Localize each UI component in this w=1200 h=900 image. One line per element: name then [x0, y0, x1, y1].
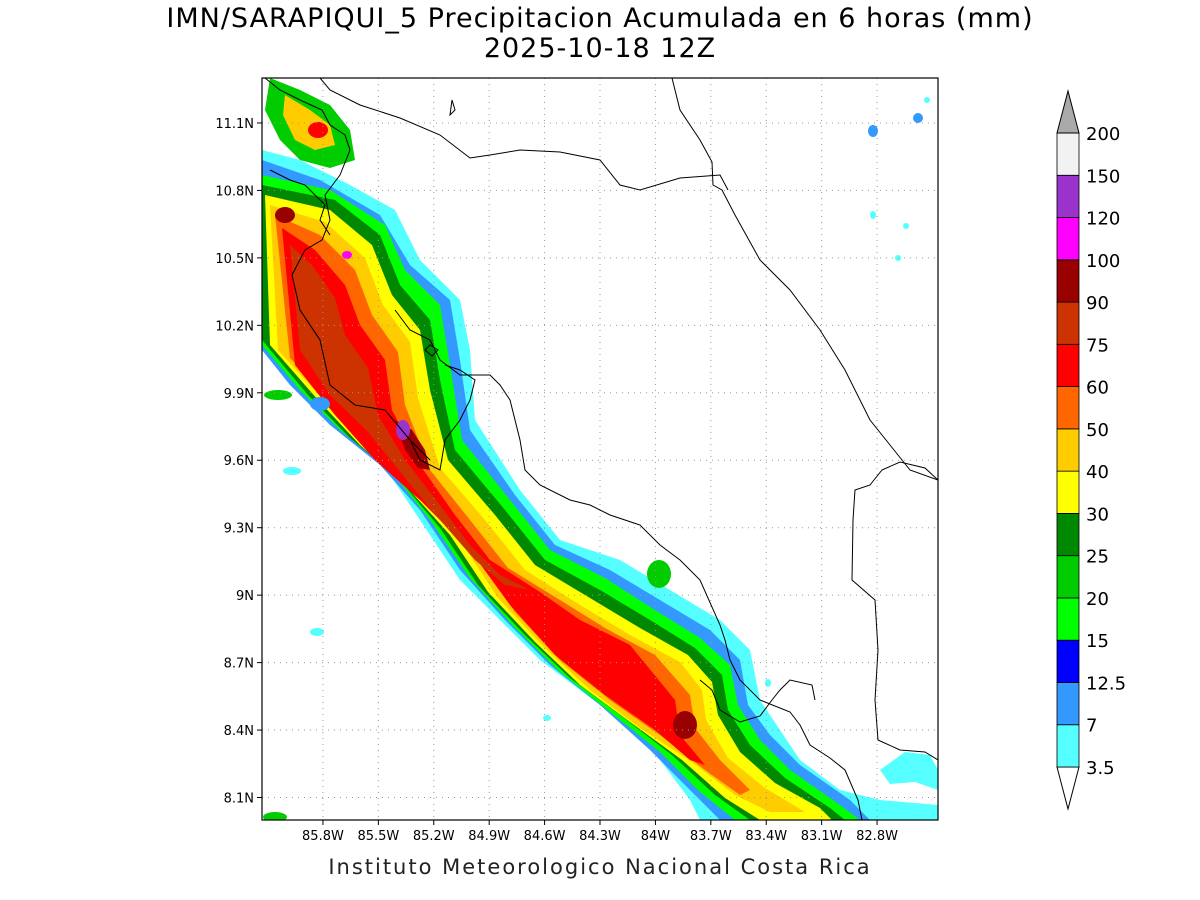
nicaragua-border — [269, 169, 331, 236]
colorbar-swatch — [1056, 682, 1080, 726]
colorbar-swatch — [1056, 386, 1080, 430]
rain-core-120 — [342, 251, 352, 259]
rain-cell — [263, 812, 287, 820]
credit-text: Instituto Meteorologico Nacional Costa R… — [328, 855, 872, 879]
rain-band-90 — [290, 245, 530, 590]
lon-tick-label: 83.1W — [801, 829, 843, 844]
lake-outline — [449, 99, 456, 117]
colorbar-swatch — [1056, 555, 1080, 599]
latitude-axis: 11.1N 10.8N 10.5N 10.2N 9.9N 9.6N 9.3N 9N 8.7N 8.… — [215, 117, 262, 807]
colorbar-label: 15 — [1086, 631, 1109, 652]
colorbar-label: 90 — [1086, 293, 1109, 314]
rain-band-base-clear — [262, 340, 700, 820]
colorbar-swatch — [1056, 301, 1080, 345]
rain-band-50 — [270, 205, 805, 812]
colorbar-swatch — [1056, 597, 1080, 641]
lat-tick-label: 10.8N — [215, 184, 254, 199]
graticule — [262, 78, 938, 820]
lon-tick-label: 85.2W — [413, 829, 455, 844]
rain-cell — [870, 211, 876, 219]
map-title: IMN/SARAPIQUI_5 Precipitacion Acumulada … — [166, 3, 1034, 34]
lon-tick-label: 84W — [641, 829, 671, 844]
rain-cell — [310, 628, 324, 636]
colorbar-label: 200 — [1086, 124, 1120, 145]
colorbar-min-arrow — [1056, 766, 1080, 811]
rain-core-150 — [396, 420, 410, 440]
lat-tick-label: 9N — [236, 589, 254, 604]
colorbar-label: 100 — [1086, 251, 1120, 272]
lon-tick-label: 82.8W — [856, 829, 898, 844]
colorbar-label: 60 — [1086, 378, 1109, 399]
rain-cell — [543, 715, 551, 721]
rain-band-75 — [282, 228, 705, 765]
colorbar-swatch — [1056, 217, 1080, 261]
lon-tick-label: 85.5W — [357, 829, 399, 844]
nicoya-peninsula-east — [394, 309, 863, 820]
lat-tick-label: 10.5N — [215, 252, 254, 267]
lon-tick-label: 83.7W — [690, 829, 732, 844]
colorbar-label: 75 — [1086, 335, 1109, 356]
colorbar-swatch — [1056, 470, 1080, 514]
map-subtitle: 2025-10-18 12Z — [483, 33, 717, 64]
nicoya-gulf-coast — [291, 149, 431, 461]
colorbar-swatch — [1056, 428, 1080, 472]
colorbar-swatch — [1056, 639, 1080, 683]
lat-tick-label: 10.2N — [215, 319, 254, 334]
colorbar-label: 7 — [1086, 716, 1097, 737]
osa-peninsula — [699, 679, 816, 723]
colorbar-label: 20 — [1086, 589, 1109, 610]
rain-cell — [647, 560, 671, 588]
colorbar-swatch — [1056, 174, 1080, 218]
rain-cell — [868, 125, 878, 137]
lake-nicaragua-shore — [319, 78, 729, 191]
lat-tick-label: 9.6N — [224, 454, 254, 469]
colorbar-label: 120 — [1086, 209, 1120, 230]
lat-tick-label: 8.1N — [224, 792, 254, 807]
rain-cell — [765, 679, 771, 687]
colorbar-label: 25 — [1086, 547, 1109, 568]
colorbar-label: 50 — [1086, 420, 1109, 441]
coastlines — [264, 78, 938, 820]
colorbar-swatch — [1056, 132, 1080, 176]
rain-cell — [264, 390, 292, 400]
rain-north-cluster-red — [308, 122, 328, 138]
rain-cell — [283, 467, 301, 475]
lat-tick-label: 11.1N — [215, 117, 254, 132]
lon-tick-label: 84.6W — [524, 829, 566, 844]
colorbar-label: 3.5 — [1086, 758, 1115, 779]
rain-cell — [903, 223, 909, 229]
lon-tick-label: 83.4W — [745, 829, 787, 844]
colorbar-label: 30 — [1086, 504, 1109, 525]
colorbar-swatch — [1056, 259, 1080, 303]
colorbar-swatch — [1056, 343, 1080, 388]
colorbar-swatch — [1056, 513, 1080, 557]
lon-tick-label: 84.3W — [579, 829, 621, 844]
small-island — [424, 344, 439, 357]
pacific-coast-nicaragua — [264, 78, 351, 151]
longitude-axis: 85.8W 85.5W 85.2W 84.9W 84.6W 84.3W 84W 83.7W 83… — [302, 820, 898, 844]
rain-cell — [924, 97, 930, 103]
rain-core-100-b — [275, 207, 295, 223]
lon-tick-label: 84.9W — [468, 829, 510, 844]
colorbar-label: 12.5 — [1086, 673, 1126, 694]
colorbar: 3.5 7 12.5 15 20 25 30 40 50 60 75 90 100 120 150 200 — [1056, 89, 1126, 811]
rain-cell-southeast — [880, 752, 938, 790]
colorbar-label: 150 — [1086, 166, 1120, 187]
colorbar-max-arrow — [1056, 89, 1080, 134]
lat-tick-label: 8.7N — [224, 657, 254, 672]
panama-border — [851, 461, 938, 761]
rain-cell — [913, 113, 923, 123]
precipitation-field — [262, 78, 938, 820]
rain-cell — [310, 397, 330, 411]
lon-tick-label: 85.8W — [302, 829, 344, 844]
caribbean-coast — [671, 78, 938, 481]
colorbar-swatch — [1056, 724, 1080, 768]
costa-rica-pacific-interior — [409, 364, 476, 471]
lat-tick-label: 9.3N — [224, 522, 254, 537]
colorbar-label: 40 — [1086, 462, 1109, 483]
rain-core-100-c — [673, 711, 697, 739]
lat-tick-label: 8.4N — [224, 724, 254, 739]
lat-tick-label: 9.9N — [224, 387, 254, 402]
